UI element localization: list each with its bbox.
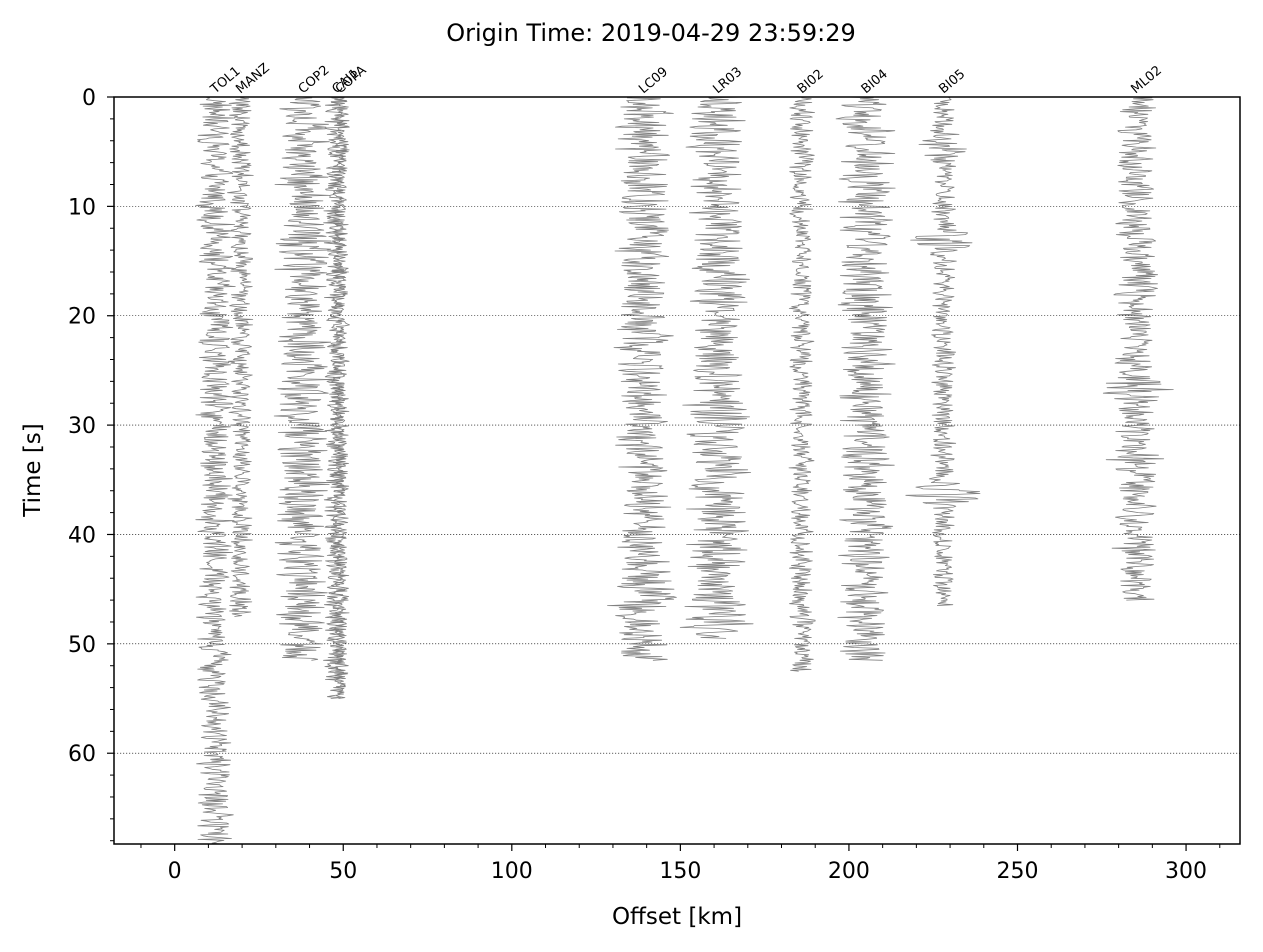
station-label-ml02: ML02 [1128, 63, 1164, 97]
x-tick-label-100: 100 [491, 859, 533, 884]
seismic-traces [195, 96, 1174, 845]
y-tick-label-10: 10 [68, 195, 96, 220]
station-label-bi02: BI02 [795, 67, 827, 97]
trace-ml02 [1102, 96, 1174, 601]
station-label-lr03: LR03 [710, 64, 745, 97]
trace-cai1 [323, 96, 350, 699]
station-label-bi04: BI04 [859, 67, 891, 97]
x-tick-label-50: 50 [329, 859, 357, 884]
x-tick-label-0: 0 [168, 859, 182, 884]
x-tick-label-200: 200 [828, 859, 870, 884]
y-tick-label-0: 0 [82, 86, 96, 111]
trace-tol1 [195, 96, 236, 845]
x-tick-label-300: 300 [1165, 859, 1207, 884]
x-axis-ticks: 0 50 100 150 200 250 300 [140, 844, 1221, 884]
x-tick-label-250: 250 [996, 859, 1038, 884]
trace-bi02 [788, 96, 816, 672]
trace-lc09 [607, 96, 677, 661]
y-tick-label-20: 20 [68, 305, 96, 330]
trace-bi04 [835, 96, 896, 661]
x-tick-label-150: 150 [659, 859, 701, 884]
horizontal-grid-lines [114, 206, 1240, 754]
station-label-bi05: BI05 [936, 67, 968, 97]
y-tick-label-30: 30 [68, 414, 96, 439]
trace-lr03 [679, 96, 754, 639]
trace-bi05 [905, 96, 981, 606]
station-label-cop2: COP2 [296, 63, 333, 97]
y-tick-label-60: 60 [68, 742, 96, 767]
trace-manz [227, 96, 254, 617]
y-tick-label-50: 50 [68, 633, 96, 658]
station-label-lc09: LC09 [636, 64, 671, 97]
y-axis-ticks: 0 10 20 30 40 50 60 [68, 86, 114, 842]
y-tick-label-40: 40 [68, 523, 96, 548]
plot-area-frame [113, 96, 1241, 845]
x-axis-label: Offset [km] [612, 904, 742, 930]
y-axis-label: Time [s] [20, 423, 46, 518]
trace-copa [329, 96, 350, 699]
chart-title: Origin Time: 2019-04-29 23:59:29 [446, 19, 856, 47]
trace-cop2 [273, 96, 333, 661]
